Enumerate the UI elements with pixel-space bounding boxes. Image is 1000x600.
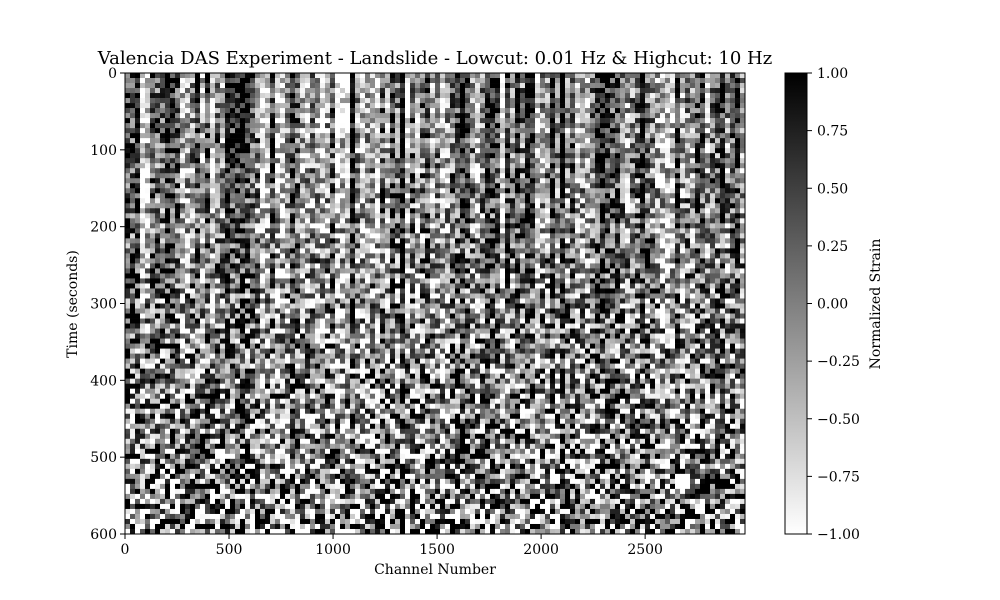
- y-tick-label: 100: [90, 143, 117, 159]
- y-tick-label: 0: [108, 66, 117, 82]
- y-tick-label: 200: [90, 220, 117, 236]
- x-tick-label: 2000: [523, 542, 559, 558]
- y-tick-label: 600: [90, 527, 117, 543]
- colorbar-tick-label: −0.50: [817, 412, 860, 428]
- colorbar-tick-label: 0.25: [817, 239, 848, 255]
- x-axis: 0 500 1000 1500 2000 2500: [121, 534, 663, 558]
- x-tick-label: 2500: [627, 542, 663, 558]
- x-axis-label: Channel Number: [374, 562, 496, 578]
- colorbar-tick-label: −0.75: [817, 469, 860, 485]
- y-tick-label: 300: [90, 297, 117, 313]
- chart-title: Valencia DAS Experiment - Landslide - Lo…: [97, 48, 772, 69]
- x-tick-label: 0: [121, 542, 130, 558]
- colorbar-tick-label: 0.50: [817, 181, 848, 197]
- colorbar-tick-label: 0.75: [817, 124, 848, 140]
- colorbar: [784, 72, 808, 535]
- x-tick-label: 1500: [419, 542, 455, 558]
- y-tick-label: 400: [90, 373, 117, 389]
- colorbar-tick-label: −1.00: [817, 527, 860, 543]
- y-axis: 0 100 200 300 400 500 600: [90, 66, 125, 543]
- colorbar-label: Normalized Strain: [868, 239, 884, 370]
- y-axis-label: Time (seconds): [65, 250, 81, 358]
- colorbar-tick-label: 1.00: [817, 66, 848, 82]
- colorbar-tick-label: 0.00: [817, 297, 848, 313]
- colorbar-axis: 1.00 0.75 0.50 0.25 0.00 −0.25 −0.50 −0.75 −1.00: [807, 66, 860, 543]
- x-tick-label: 500: [216, 542, 243, 558]
- x-tick-label: 1000: [315, 542, 351, 558]
- heatmap-image: [125, 73, 745, 534]
- colorbar-tick-label: −0.25: [817, 354, 860, 370]
- y-tick-label: 500: [90, 450, 117, 466]
